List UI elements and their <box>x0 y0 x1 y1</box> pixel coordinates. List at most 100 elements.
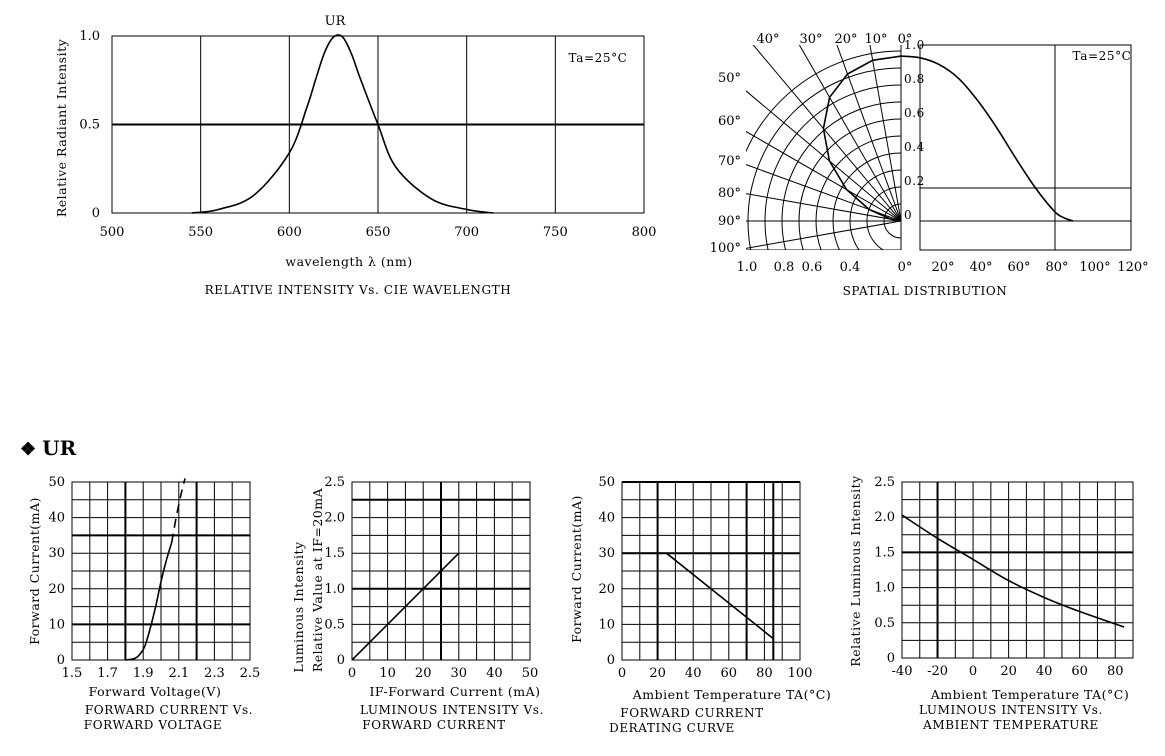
spatial-x-tick-label: 100° <box>1079 260 1110 275</box>
spatial-angle-spoke <box>752 45 901 222</box>
luminous-temp-y-tick-label: 1.5 <box>874 545 895 560</box>
forward-voltage-y-tick-label: 40 <box>48 511 65 526</box>
luminous-current-y-tick-label: 1.0 <box>324 582 345 597</box>
spatial-polar-curve <box>822 55 902 222</box>
forward-voltage-x-axis-label: Forward Voltage(V) <box>89 684 222 699</box>
forward-voltage-x-tick-label: 1.5 <box>62 666 83 681</box>
wavelength-y-tick-label: 1.0 <box>79 29 100 44</box>
wavelength-y-tick-label: 0 <box>92 206 100 221</box>
spatial-y-tick-label: 0.2 <box>904 174 925 188</box>
luminous-current-series-line <box>351 552 460 661</box>
luminous-temp-x-axis-label: Ambient Temperature TA(°C) <box>930 687 1129 702</box>
spatial-angle-label-left: 60° <box>718 114 741 129</box>
spatial-x-tick-label: 40° <box>969 260 992 275</box>
forward-voltage-y-tick-label: 50 <box>48 475 65 490</box>
luminous-current-y-tick-label: 0 <box>337 653 345 668</box>
forward-voltage-y-tick-label: 10 <box>48 617 65 632</box>
wavelength-series-line <box>191 34 494 214</box>
wavelength-annotation: Ta=25°C <box>569 51 628 65</box>
derating-y-tick-label: 50 <box>598 475 615 490</box>
luminous-temp-y-tick-label: 1.0 <box>874 581 895 596</box>
forward-voltage-x-tick-label: 2.3 <box>204 666 225 681</box>
wavelength-plot-frame <box>111 35 645 214</box>
forward-voltage-x-tick-label: 2.5 <box>240 666 261 681</box>
spatial-x-tick-label: 20° <box>931 260 954 275</box>
forward-voltage-series-line <box>170 478 186 543</box>
forward-voltage-x-tick-label: 1.7 <box>97 666 118 681</box>
section-title: UR <box>42 436 77 460</box>
spatial-radius-label: 0.8 <box>774 260 795 275</box>
derating-x-tick-label: 20 <box>649 666 666 681</box>
spatial-angle-spoke <box>798 45 901 222</box>
luminous-temp-x-tick-label: -40 <box>892 664 913 679</box>
spatial-x-tick-label: 0° <box>898 260 913 275</box>
spatial-linear-curve <box>900 55 1074 222</box>
luminous-temp-y-tick-label: 2.0 <box>874 510 895 525</box>
spatial-angle-label-top: 30° <box>799 32 822 47</box>
spatial-angle-spoke <box>746 130 901 222</box>
spatial-angle-label-left: 70° <box>718 154 741 169</box>
luminous-current-y-axis-label-2: Relative Value at IF=20mA <box>310 487 325 672</box>
wavelength-y-tick-label: 0.5 <box>79 118 100 133</box>
derating-y-tick-label: 40 <box>598 511 615 526</box>
derating-x-tick-label: 80 <box>756 666 773 681</box>
spatial-angle-spoke <box>746 193 901 222</box>
derating-x-tick-label: 100 <box>788 666 813 681</box>
derating-y-tick-label: 10 <box>598 617 615 632</box>
luminous-current-x-tick-label: 20 <box>415 666 432 681</box>
spatial-annotation: Ta=25°C <box>1073 49 1132 63</box>
derating-caption-line1: FORWARD CURRENT <box>620 706 763 720</box>
wavelength-y-axis-label: Relative Radiant Intensity <box>54 38 69 217</box>
section-heading: ❖ UR <box>20 436 76 460</box>
luminous-temp-caption-line2: AMBIENT TEMPERATURE <box>922 718 1099 732</box>
forward-voltage-plot-frame <box>71 481 251 661</box>
luminous-current-y-tick-label: 0.5 <box>324 617 345 632</box>
spatial-y-tick-label: 1.0 <box>904 38 925 52</box>
spatial-angle-spoke <box>746 90 901 222</box>
luminous-temp-y-tick-label: 2.5 <box>874 475 895 490</box>
wavelength-x-tick-label: 650 <box>366 225 391 240</box>
forward-voltage-x-tick-label: 2.1 <box>168 666 189 681</box>
derating-x-tick-label: 40 <box>685 666 702 681</box>
spatial-angle-label-top: 20° <box>834 32 857 47</box>
spatial-radius-label: 0.6 <box>802 260 823 275</box>
luminous-temp-x-tick-label: 20 <box>1000 664 1017 679</box>
spatial-y-tick-label: 0.4 <box>904 140 925 154</box>
luminous-temp-x-tick-label: 40 <box>1036 664 1053 679</box>
derating-x-tick-label: 0 <box>618 666 626 681</box>
derating-y-tick-label: 30 <box>598 546 615 561</box>
spatial-plot-frame <box>919 44 1132 251</box>
diamond-bullet-icon: ❖ <box>20 439 37 460</box>
derating-x-axis-label: Ambient Temperature TA(°C) <box>632 687 831 702</box>
derating-x-tick-label: 60 <box>721 666 738 681</box>
wavelength-x-axis-label: wavelength λ (nm) <box>285 254 412 269</box>
luminous-temp-x-tick-label: 80 <box>1107 664 1124 679</box>
luminous-temp-x-tick-label: 60 <box>1071 664 1088 679</box>
forward-voltage-y-tick-label: 20 <box>48 582 65 597</box>
luminous-current-y-axis-label-1: Luminous Intensity <box>291 541 306 673</box>
luminous-current-x-tick-label: 0 <box>348 666 356 681</box>
luminous-current-x-tick-label: 40 <box>486 666 503 681</box>
wavelength-x-tick-label: 550 <box>188 225 213 240</box>
luminous-temp-plot-frame <box>901 481 1134 659</box>
luminous-current-y-tick-label: 2.0 <box>324 511 345 526</box>
spatial-polar-grid <box>746 45 901 250</box>
luminous-temp-x-tick-label: 0 <box>969 664 977 679</box>
forward-voltage-y-tick-label: 30 <box>48 546 65 561</box>
wavelength-caption: RELATIVE INTENSITY Vs. CIE WAVELENGTH <box>205 283 512 297</box>
derating-caption-line2: DERATING CURVE <box>609 721 735 735</box>
spatial-caption: SPATIAL DISTRIBUTION <box>843 284 1008 298</box>
luminous-current-y-tick-label: 1.5 <box>324 546 345 561</box>
derating-series-line <box>622 552 775 660</box>
forward-voltage-caption-line2: FORWARD VOLTAGE <box>84 718 222 732</box>
spatial-angle-spoke <box>746 164 901 222</box>
luminous-current-caption-line1: LUMINOUS INTENSITY Vs. <box>360 703 544 717</box>
spatial-angle-label-top: 10° <box>864 32 887 47</box>
wavelength-x-tick-label: 700 <box>454 225 479 240</box>
luminous-current-x-tick-label: 30 <box>451 666 468 681</box>
derating-plot-frame <box>621 481 801 661</box>
spatial-angle-label-top: 0° <box>898 32 913 47</box>
spatial-y-tick-label: 0.6 <box>904 106 925 120</box>
spatial-x-tick-label: 60° <box>1007 260 1030 275</box>
